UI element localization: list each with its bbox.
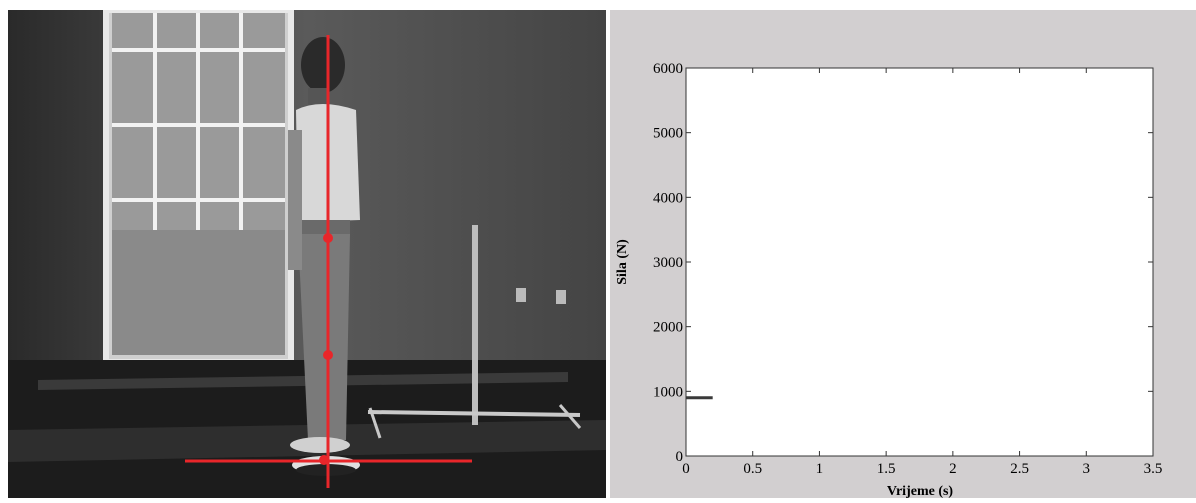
plot-area (685, 67, 1154, 457)
y-tick-label: 6000 (653, 61, 683, 77)
x-tick-label: 1.5 (877, 461, 896, 477)
y-tick-label: 4000 (653, 190, 683, 206)
force-time-chart: 0 0.5 1 1.5 2 2.5 3 3.5 0 1000 2000 3000 4000 5000 60… (615, 61, 1162, 499)
y-tick-label: 1000 (653, 384, 683, 400)
x-tick-label: 0 (682, 461, 690, 477)
video-frame (8, 10, 606, 498)
x-tick-label: 1 (816, 461, 824, 477)
y-axis-label: Sila (N) (615, 239, 630, 285)
y-tick-label: 2000 (653, 320, 683, 336)
person (288, 37, 360, 476)
x-tick-label: 3 (1083, 461, 1091, 477)
chart-panel: 0 0.5 1 1.5 2 2.5 3 3.5 0 1000 2000 3000 4000 5000 60… (610, 10, 1196, 499)
x-axis-label: Vrijeme (s) (887, 484, 954, 498)
stand (367, 225, 582, 439)
force-overlay (185, 35, 472, 488)
y-tick-label: 0 (676, 449, 684, 465)
x-tick-label: 0.5 (743, 461, 762, 477)
y-tick-label: 5000 (653, 126, 683, 142)
x-tick-label: 3.5 (1144, 461, 1163, 477)
y-tick-label: 3000 (653, 255, 683, 271)
x-tick-label: 2 (949, 461, 957, 477)
y-axis: 0 1000 2000 3000 4000 5000 6000 (653, 61, 1153, 465)
x-tick-label: 2.5 (1010, 461, 1029, 477)
video-scene (8, 10, 606, 498)
window (103, 10, 294, 365)
x-axis: 0 0.5 1 1.5 2 2.5 3 3.5 (682, 68, 1162, 477)
joint-marker-knee (323, 350, 333, 360)
joint-marker-ankle (319, 455, 329, 465)
joint-marker-hip (323, 233, 333, 243)
